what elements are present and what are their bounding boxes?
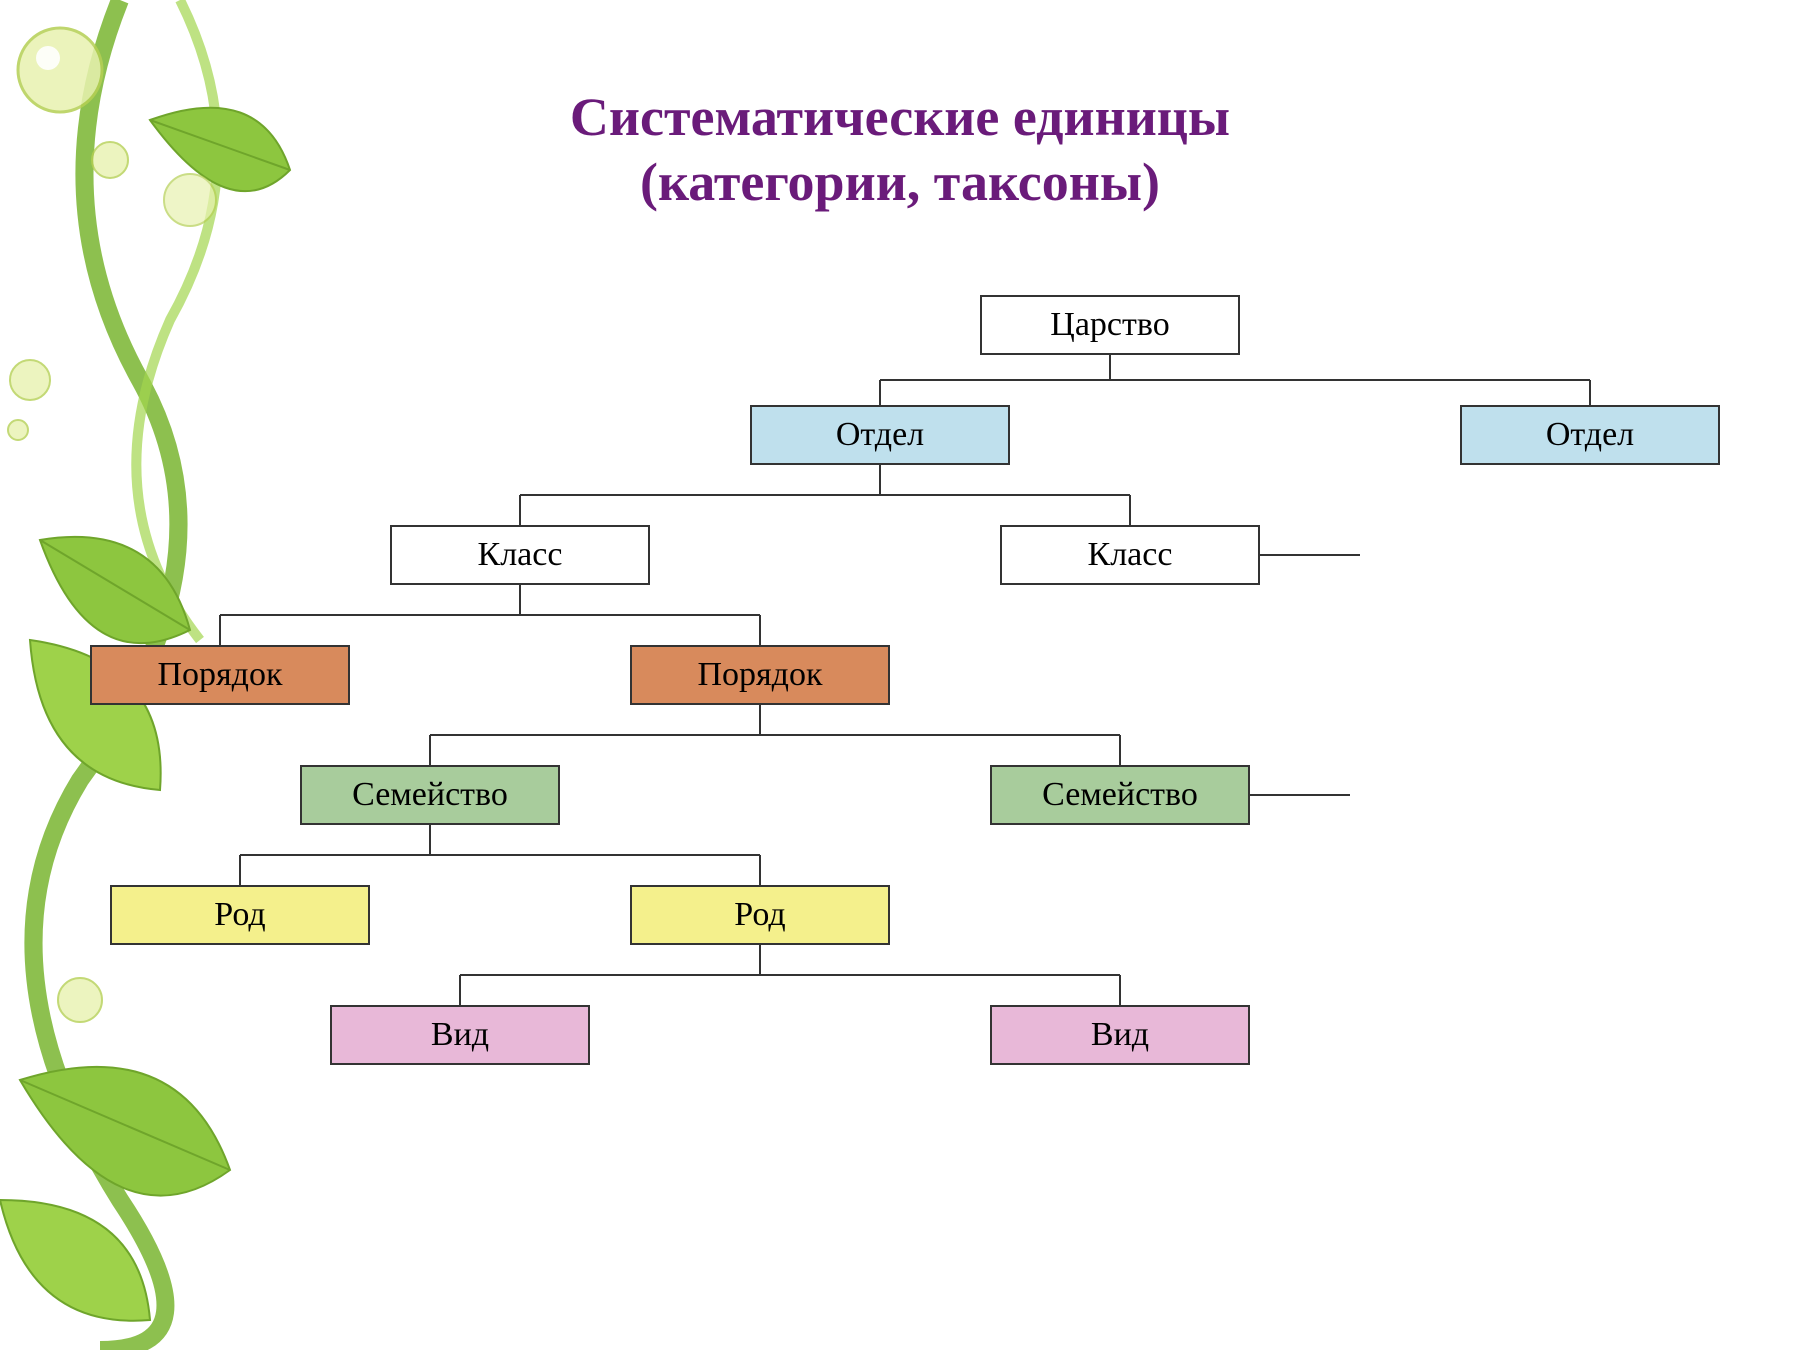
node-label: Вид <box>1091 1016 1149 1054</box>
node-species1: Вид <box>330 1005 590 1065</box>
node-order1: Порядок <box>90 645 350 705</box>
page-title: Систематические единицы (категории, такс… <box>0 85 1800 215</box>
node-kingdom: Царство <box>980 295 1240 355</box>
node-genus2: Род <box>630 885 890 945</box>
node-label: Класс <box>478 536 563 574</box>
taxonomy-diagram: Царство Отдел Отдел Класс Класс Порядок Порядо… <box>50 295 1750 1195</box>
title-line-2: (категории, таксоны) <box>640 152 1160 212</box>
node-label: Род <box>214 896 265 934</box>
node-label: Семейство <box>352 776 508 814</box>
node-label: Класс <box>1088 536 1173 574</box>
node-genus1: Род <box>110 885 370 945</box>
title-line-1: Систематические единицы <box>570 87 1230 147</box>
node-species2: Вид <box>990 1005 1250 1065</box>
node-division2: Отдел <box>1460 405 1720 465</box>
node-label: Отдел <box>836 416 924 454</box>
node-label: Порядок <box>157 656 282 694</box>
node-label: Семейство <box>1042 776 1198 814</box>
node-label: Род <box>734 896 785 934</box>
node-label: Царство <box>1050 306 1169 344</box>
node-family1: Семейство <box>300 765 560 825</box>
node-order2: Порядок <box>630 645 890 705</box>
node-class1: Класс <box>390 525 650 585</box>
node-label: Отдел <box>1546 416 1634 454</box>
node-label: Вид <box>431 1016 489 1054</box>
node-division1: Отдел <box>750 405 1010 465</box>
node-class2: Класс <box>1000 525 1260 585</box>
node-label: Порядок <box>697 656 822 694</box>
node-family2: Семейство <box>990 765 1250 825</box>
